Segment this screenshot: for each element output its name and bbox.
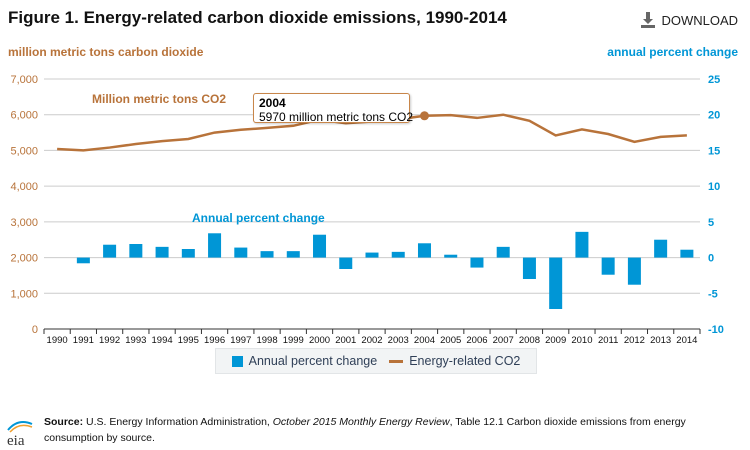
bar-1991: [76, 257, 90, 264]
source-publication: October 2015 Monthly Energy Review: [272, 416, 450, 428]
x-tick-label: 1990: [47, 335, 68, 346]
bar-2005: [444, 254, 458, 258]
x-tick-label: 2001: [335, 335, 356, 346]
x-tick-label: 1991: [73, 335, 94, 346]
bar-2013: [654, 239, 668, 258]
source-text: U.S. Energy Information Administration,: [83, 416, 273, 428]
x-tick-label: 2005: [440, 335, 461, 346]
x-tick-label: 2000: [309, 335, 330, 346]
bar-1997: [234, 247, 248, 258]
x-tick-label: 1999: [283, 335, 304, 346]
x-tick-label: 2011: [598, 335, 618, 346]
download-label: DOWNLOAD: [661, 12, 738, 28]
bar-2003: [391, 251, 405, 258]
x-tick-label: 2004: [414, 335, 435, 346]
left-tick-label: 3,000: [10, 217, 38, 229]
left-tick-label: 0: [32, 324, 38, 336]
x-tick-label: 2013: [650, 335, 671, 346]
svg-text:eia: eia: [7, 433, 25, 448]
bar-2012: [627, 257, 641, 285]
right-tick-label: 5: [708, 217, 714, 229]
x-tick-label: 2006: [466, 335, 487, 346]
bar-2008: [522, 257, 536, 279]
left-tick-label: 5,000: [10, 145, 38, 157]
tooltip-year: 2004: [259, 96, 286, 110]
eia-logo: eia: [7, 421, 33, 448]
x-tick-label: 1993: [125, 335, 146, 346]
bar-2006: [470, 257, 484, 268]
x-tick-label: 1997: [230, 335, 251, 346]
right-axis-title: annual percent change: [607, 45, 738, 59]
bar-2009: [549, 257, 563, 309]
chart-title: Figure 1. Energy-related carbon dioxide …: [8, 8, 507, 27]
left-tick-label: 7,000: [10, 74, 38, 86]
bar-1996: [208, 233, 222, 258]
chart-plot: 0 1,000 2,000 3,000 4,000 5,000 6,000 7,000 -10 -…: [10, 74, 724, 346]
download-icon: [641, 12, 656, 28]
x-tick-label: 2012: [624, 335, 645, 346]
left-tick-label: 6,000: [10, 110, 38, 122]
x-tick-label: 1998: [256, 335, 277, 346]
x-tick-label: 1995: [178, 335, 199, 346]
left-tick-label: 2,000: [10, 253, 38, 265]
download-button[interactable]: DOWNLOAD: [641, 12, 738, 28]
bar-inline-label: Annual percent change: [192, 211, 325, 225]
legend-item-bars[interactable]: Annual percent change: [248, 354, 378, 368]
x-tick-label: 1994: [152, 335, 173, 346]
bar-2014: [680, 249, 694, 258]
bar-2007: [496, 246, 510, 258]
x-tick-label: 2014: [676, 335, 697, 346]
right-tick-label: 15: [708, 145, 720, 157]
source-text-end: , Table 12.1 Carbon dioxide emissions fr…: [44, 416, 686, 444]
legend-line-swatch: [389, 359, 404, 363]
source-note: Source: U.S. Energy Information Administ…: [44, 414, 724, 446]
bar-2002: [365, 252, 379, 258]
x-tick-label: 2008: [519, 335, 540, 346]
right-tick-label: 0: [708, 253, 714, 265]
right-tick-label: 10: [708, 181, 720, 193]
bar-2004: [417, 243, 431, 258]
bar-1999: [286, 251, 300, 258]
x-tick-label: 1996: [204, 335, 225, 346]
x-tick-label: 2002: [361, 335, 382, 346]
x-tick-label: 2009: [545, 335, 566, 346]
line-point-2004: [419, 111, 429, 121]
bar-1993: [129, 244, 143, 258]
bar-1994: [155, 246, 169, 258]
tooltip-value: 5970 million metric tons CO2: [259, 110, 414, 124]
bar-2011: [601, 257, 615, 275]
right-tick-label: -5: [708, 288, 718, 300]
bar-1992: [103, 244, 117, 258]
right-tick-label: 20: [708, 110, 720, 122]
bar-2010: [575, 231, 589, 258]
source-label: Source:: [44, 416, 84, 428]
bar-2000: [313, 234, 327, 258]
right-tick-label: 25: [708, 74, 720, 86]
x-tick-label: 1992: [99, 335, 120, 346]
legend: Annual percent change Energy-related CO2: [215, 348, 537, 374]
left-tick-label: 4,000: [10, 181, 38, 193]
x-tick-label: 2007: [493, 335, 514, 346]
tooltip: 2004 5970 million metric tons CO2: [253, 93, 414, 124]
bar-2001: [339, 257, 353, 269]
bar-1998: [260, 251, 274, 258]
x-tick-label: 2010: [571, 335, 592, 346]
legend-item-line[interactable]: Energy-related CO2: [409, 354, 521, 368]
line-inline-label: Million metric tons CO2: [92, 92, 226, 106]
legend-bar-swatch: [231, 355, 243, 367]
right-tick-label: -10: [708, 324, 724, 336]
left-tick-label: 1,000: [10, 288, 38, 300]
bar-1995: [181, 249, 195, 258]
left-axis-title: million metric tons carbon dioxide: [8, 45, 204, 59]
x-tick-label: 2003: [388, 335, 409, 346]
